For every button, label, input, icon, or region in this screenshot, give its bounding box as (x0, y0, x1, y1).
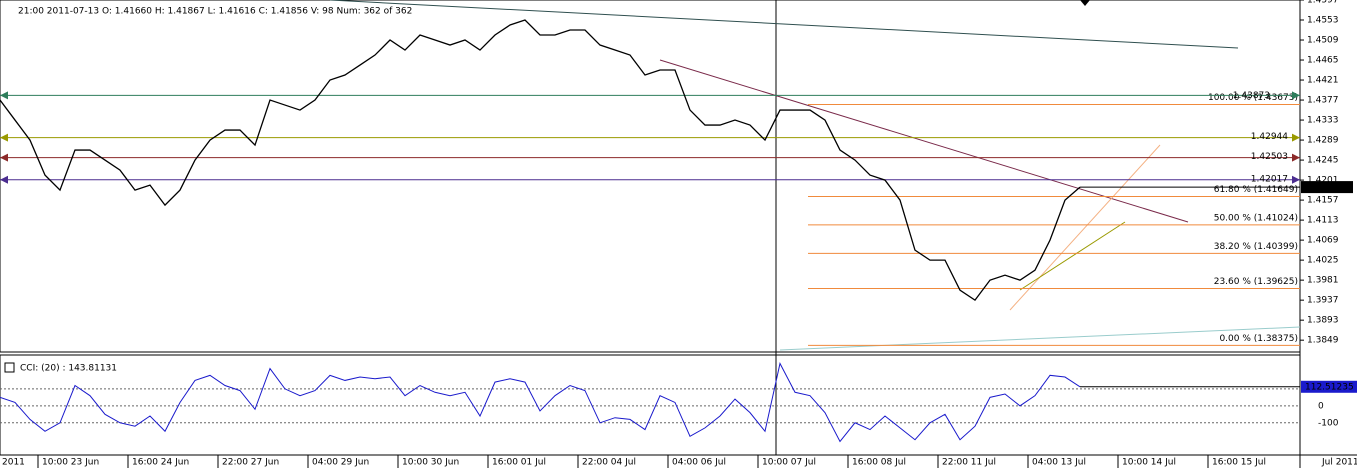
level-arrow (1292, 133, 1300, 142)
last-price-label: 1.41856 (1305, 183, 1342, 193)
x-tick-label: 16:00 24 Jun (132, 458, 189, 468)
x-tick-label: 04:00 06 Jul (672, 458, 726, 468)
level-label: 1.43873 (1233, 91, 1270, 101)
fib-label: 100.00 % (1.43673) (1208, 93, 1298, 103)
indicator-panel (0, 354, 1301, 456)
trend-line (659, 59, 1189, 223)
last-price-box (1301, 181, 1353, 194)
level-label: 1.42944 (1251, 132, 1288, 142)
level-label: 1.42017 (1251, 174, 1288, 184)
y-tick-label: 1.4245 (1307, 156, 1339, 166)
y-tick-label: 1.4157 (1307, 196, 1339, 206)
indicator-last-box (1301, 380, 1357, 393)
y-tick-label: 1.4025 (1307, 256, 1339, 266)
level-arrow (0, 133, 8, 142)
price-line (0, 19, 1081, 302)
marker (1080, 0, 1090, 6)
y-tick-label: 0 (1318, 401, 1324, 411)
level-arrow (0, 91, 8, 100)
y-tick-label: 1.3981 (1307, 276, 1339, 286)
y-tick-label: 1.4069 (1307, 236, 1339, 246)
y-tick-label: 1.4289 (1307, 136, 1339, 146)
level-arrow (1292, 153, 1300, 162)
x-tick-label: 22:00 04 Jul (582, 458, 636, 468)
price-panel (0, 0, 1301, 353)
x-tick-label: 2011 (2, 458, 25, 468)
fib-label: 38.20 % (1.40399) (1214, 242, 1298, 252)
y-tick-label: 1.4201 (1307, 176, 1339, 186)
y-tick-label: 1.4421 (1307, 76, 1339, 86)
trend-line (1009, 144, 1161, 311)
x-tick-label: 10:00 30 Jun (402, 458, 459, 468)
indicator-last-label: 112.51235 (1305, 382, 1354, 392)
y-tick-label: 1.4509 (1307, 36, 1339, 46)
level-arrow (0, 153, 8, 162)
x-tick-label: 10:00 23 Jun (42, 458, 99, 468)
fib-label: 0.00 % (1.38375) (1219, 334, 1298, 344)
y-tick-label: 1.3849 (1307, 336, 1339, 346)
y-tick-label: 1.3893 (1307, 316, 1339, 326)
y-tick-label: -100 (1318, 418, 1339, 428)
x-tick-label: 04:00 29 Jun (312, 458, 369, 468)
indicator-label: CCI: (20) : 143.81131 (20, 364, 117, 374)
x-tick-label: 22:00 27 Jun (222, 458, 279, 468)
x-tick-label: 10:00 07 Jul (762, 458, 816, 468)
x-tick-label: 16:00 08 Jul (852, 458, 906, 468)
y-tick-label: 1.4377 (1307, 96, 1339, 106)
x-tick-label: 04:00 13 Jul (1032, 458, 1086, 468)
x-tick-label: 16:00 01 Jul (492, 458, 546, 468)
x-tick-label: 10:00 14 Jul (1122, 458, 1176, 468)
x-tick-label: 22:00 11 Jul (942, 458, 996, 468)
y-tick-label: 1.3937 (1307, 296, 1339, 306)
level-arrow (0, 175, 8, 184)
trend-line (1019, 221, 1126, 291)
trend-line (329, 0, 1239, 49)
y-tick-label: 1.4597 (1307, 0, 1339, 6)
fib-label: 61.80 % (1.41649) (1214, 185, 1298, 195)
info-line: 21:00 2011-07-13 O: 1.41660 H: 1.41867 L… (18, 7, 412, 17)
close-box (4, 362, 15, 373)
trend-line (779, 326, 1301, 351)
y-tick-label: 1.4553 (1307, 16, 1339, 26)
x-tick-label: 16:00 15 Jul (1212, 458, 1266, 468)
fib-label: 50.00 % (1.41024) (1214, 213, 1298, 223)
y-tick-label: 1.4333 (1307, 116, 1339, 126)
x-tick-label: Jul 2011 (1321, 458, 1357, 468)
y-tick-label: 1.4465 (1307, 56, 1339, 66)
indicator-line (0, 362, 1081, 443)
level-arrow (1292, 175, 1300, 184)
level-arrow (1292, 91, 1300, 100)
fib-label: 23.60 % (1.39625) (1214, 277, 1298, 287)
y-tick-label: 1.4113 (1307, 216, 1339, 226)
level-label: 1.42503 (1251, 152, 1288, 162)
